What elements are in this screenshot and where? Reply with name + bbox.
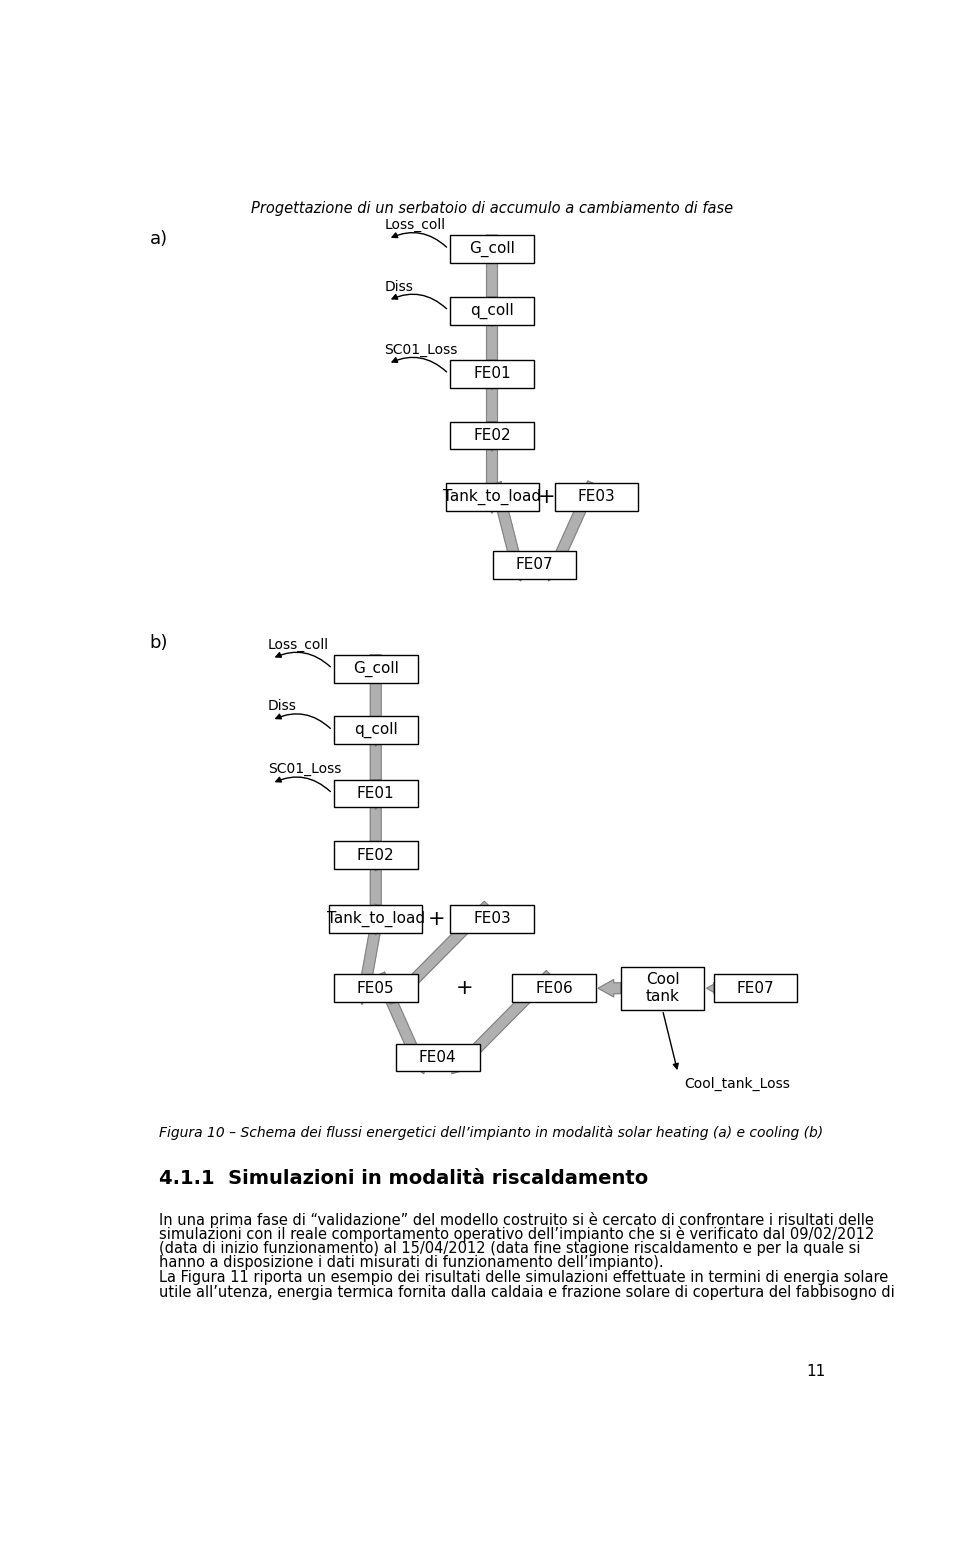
Text: Tank_to_load: Tank_to_load (326, 911, 425, 926)
FancyBboxPatch shape (396, 1043, 480, 1072)
FancyBboxPatch shape (713, 975, 798, 1003)
FancyBboxPatch shape (512, 975, 596, 1003)
FancyArrowPatch shape (392, 358, 446, 372)
Text: In una prima fase di “validazione” del modello costruito si è cercato di confron: In una prima fase di “validazione” del m… (158, 1212, 874, 1228)
Text: utile all’utenza, energia termica fornita dalla caldaia e frazione solare di cop: utile all’utenza, energia termica fornit… (158, 1284, 895, 1300)
Text: G_coll: G_coll (353, 661, 398, 676)
FancyBboxPatch shape (445, 483, 539, 511)
Polygon shape (452, 970, 554, 1073)
Text: Progettazione di un serbatoio di accumulo a cambiamento di fase: Progettazione di un serbatoio di accumul… (251, 201, 733, 216)
Text: Loss_coll: Loss_coll (268, 637, 329, 651)
FancyBboxPatch shape (334, 842, 418, 868)
Text: Cool_tank_Loss: Cool_tank_Loss (684, 1076, 790, 1090)
Text: +: + (427, 909, 445, 929)
Text: 11: 11 (806, 1364, 826, 1379)
Text: FE06: FE06 (535, 981, 573, 995)
FancyBboxPatch shape (492, 551, 576, 578)
Polygon shape (356, 904, 385, 1004)
FancyArrowPatch shape (276, 714, 330, 728)
FancyArrowPatch shape (276, 653, 330, 667)
Polygon shape (491, 481, 525, 581)
FancyBboxPatch shape (334, 717, 418, 744)
FancyArrowPatch shape (392, 233, 446, 247)
Text: G_coll: G_coll (469, 241, 515, 258)
FancyArrowPatch shape (392, 294, 446, 309)
Text: FE07: FE07 (516, 558, 553, 572)
FancyBboxPatch shape (450, 904, 534, 933)
Text: FE01: FE01 (473, 366, 511, 381)
FancyArrowPatch shape (663, 1012, 678, 1068)
FancyBboxPatch shape (450, 422, 534, 450)
Text: FE02: FE02 (357, 848, 395, 862)
Text: FE03: FE03 (473, 912, 511, 926)
Polygon shape (483, 236, 501, 326)
Text: 4.1.1  Simulazioni in modalità riscaldamento: 4.1.1 Simulazioni in modalità riscaldame… (158, 1170, 648, 1189)
Text: b): b) (150, 634, 168, 651)
Polygon shape (367, 779, 384, 872)
Text: Loss_coll: Loss_coll (384, 219, 445, 233)
FancyBboxPatch shape (555, 483, 638, 511)
Polygon shape (483, 359, 501, 451)
Text: SC01_Loss: SC01_Loss (384, 342, 458, 356)
Text: FE02: FE02 (473, 428, 511, 444)
Text: (data di inizio funzionamento) al 15/04/2012 (data fine stagione riscaldamento e: (data di inizio funzionamento) al 15/04/… (158, 1240, 860, 1256)
Text: FE07: FE07 (736, 981, 775, 995)
Text: q_coll: q_coll (470, 303, 514, 319)
Polygon shape (367, 654, 384, 747)
Text: +: + (456, 978, 473, 998)
Polygon shape (598, 979, 621, 997)
Polygon shape (707, 979, 722, 997)
FancyBboxPatch shape (329, 904, 422, 933)
Text: SC01_Loss: SC01_Loss (268, 762, 342, 776)
FancyBboxPatch shape (621, 967, 705, 1009)
FancyBboxPatch shape (450, 359, 534, 387)
Text: simulazioni con il reale comportamento operativo dell’impianto che si è verifica: simulazioni con il reale comportamento o… (158, 1226, 875, 1242)
Text: La Figura 11 riporta un esempio dei risultati delle simulazioni effettuate in te: La Figura 11 riporta un esempio dei risu… (158, 1270, 888, 1286)
Text: hanno a disposizione i dati misurati di funzionamento dell’impianto).: hanno a disposizione i dati misurati di … (158, 1256, 663, 1270)
Polygon shape (547, 481, 598, 581)
Text: +: + (538, 487, 556, 508)
FancyBboxPatch shape (334, 779, 418, 808)
Text: FE03: FE03 (578, 489, 615, 505)
Text: a): a) (150, 230, 168, 248)
Text: FE05: FE05 (357, 981, 395, 995)
Text: FE04: FE04 (419, 1050, 457, 1065)
Polygon shape (483, 422, 501, 514)
Text: Diss: Diss (384, 280, 413, 294)
Polygon shape (367, 842, 384, 936)
FancyBboxPatch shape (334, 654, 418, 683)
Text: Figura 10 – Schema dei flussi energetici dell’impianto in modalità solar heating: Figura 10 – Schema dei flussi energetici… (158, 1125, 823, 1140)
Text: Diss: Diss (268, 700, 297, 714)
FancyBboxPatch shape (334, 975, 418, 1003)
Text: Cool
tank: Cool tank (645, 972, 680, 1004)
Polygon shape (390, 901, 492, 1004)
FancyArrowPatch shape (276, 776, 330, 792)
FancyBboxPatch shape (450, 236, 534, 262)
Polygon shape (367, 717, 384, 809)
Text: FE01: FE01 (357, 786, 395, 801)
Text: Tank_to_load: Tank_to_load (443, 489, 541, 505)
Polygon shape (483, 297, 501, 390)
Polygon shape (374, 972, 425, 1073)
Text: q_coll: q_coll (354, 722, 397, 739)
FancyBboxPatch shape (450, 297, 534, 325)
